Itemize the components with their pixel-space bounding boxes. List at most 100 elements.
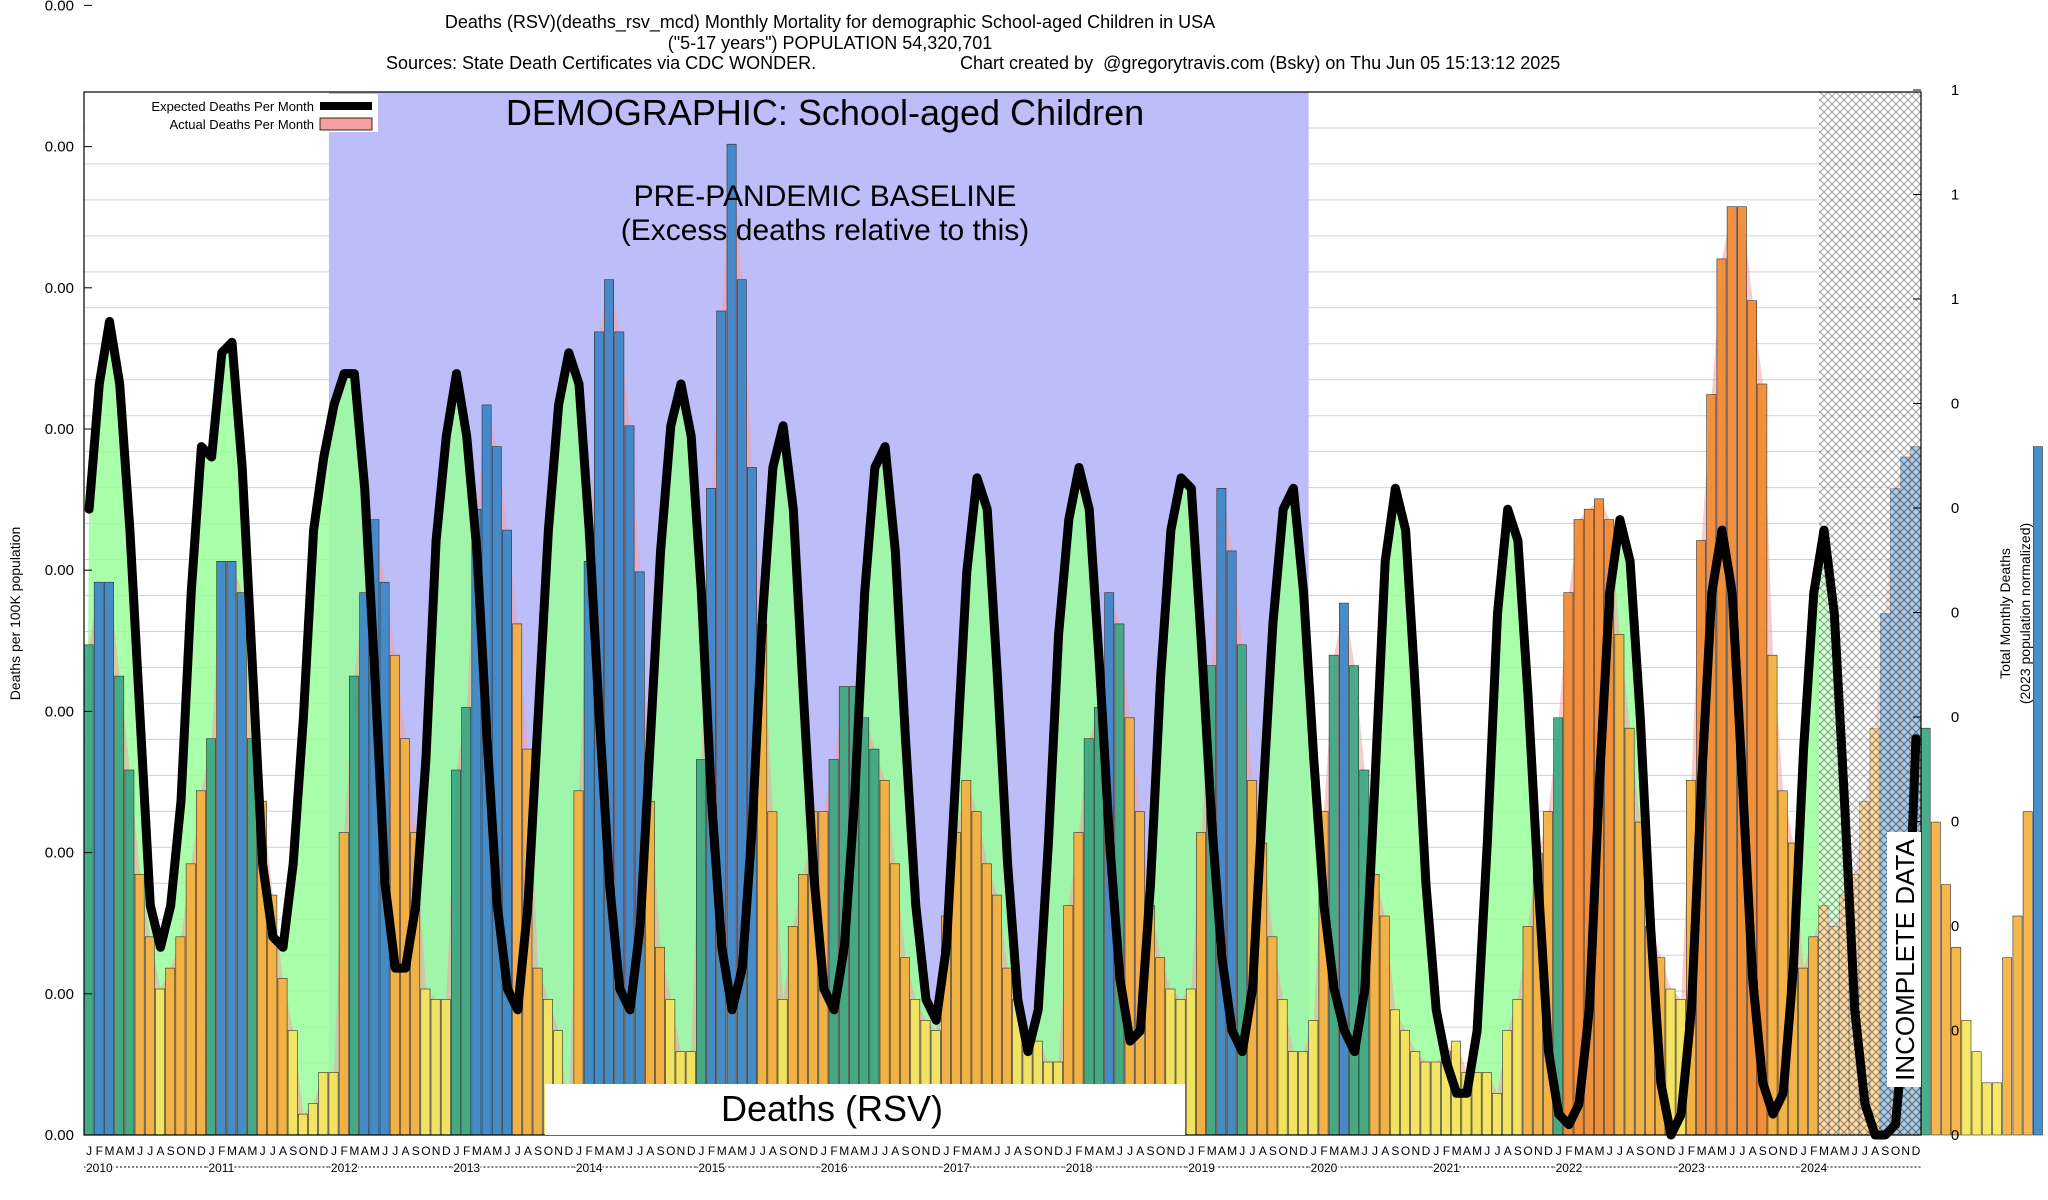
month-tick-label: M [717, 1144, 727, 1158]
month-tick-label: M [982, 1144, 992, 1158]
legend-expected-label: Expected Deaths Per Month [151, 99, 314, 114]
month-tick-label: F [708, 1144, 715, 1158]
month-tick-label: J [137, 1144, 143, 1158]
actual-bar [1308, 1019, 1319, 1136]
month-tick-label: O [1034, 1144, 1043, 1158]
actual-bar [1614, 634, 1625, 1136]
month-tick-label: O [789, 1144, 798, 1158]
month-tick-label: S [534, 1144, 542, 1158]
left-tick-label: 0.00 [45, 280, 74, 297]
y-axis-label-left: Deaths per 100K population [7, 527, 23, 701]
year-tick-label: 2017 [943, 1161, 970, 1175]
right-tick-label: 0 [1951, 500, 1959, 517]
month-tick-label: A [361, 1144, 369, 1158]
year-tick-label: 2024 [1801, 1161, 1828, 1175]
actual-bar [502, 529, 512, 1136]
month-tick-label: O [1156, 1144, 1165, 1158]
year-tick-label: 2016 [821, 1161, 848, 1175]
month-tick-label: M [105, 1144, 115, 1158]
actual-bar [1328, 654, 1339, 1136]
month-tick-label: J [1433, 1144, 1439, 1158]
month-tick-label: A [1218, 1144, 1226, 1158]
month-tick-label: F [1075, 1144, 1082, 1158]
actual-bar [216, 560, 227, 1136]
chart-title-line1: Deaths (RSV)(deaths_rsv_mcd) Monthly Mor… [444, 12, 1216, 32]
month-tick-label: D [442, 1144, 451, 1158]
month-tick-label: S [289, 1144, 297, 1158]
month-tick-label: J [821, 1144, 827, 1158]
month-tick-label: O [544, 1144, 553, 1158]
expected-area [84, 321, 1921, 1135]
year-tick-label: 2014 [576, 1161, 603, 1175]
actual-bar [879, 780, 890, 1136]
month-tick-label: O [1523, 1144, 1532, 1158]
y-axis-label-right-1: Total Monthly Deaths [1997, 548, 2013, 679]
month-tick-label: O [911, 1144, 920, 1158]
month-tick-label: O [1646, 1144, 1655, 1158]
actual-bar [1226, 550, 1237, 1136]
actual-bar [2012, 915, 2023, 1136]
legend-actual-label: Actual Deaths Per Month [169, 117, 314, 132]
month-tick-label: J [147, 1144, 153, 1158]
baseline-label-line1: PRE-PANDEMIC BASELINE [634, 180, 1017, 213]
year-tick-label: 2019 [1188, 1161, 1215, 1175]
legend-actual-swatch [319, 117, 373, 131]
actual-bar [1981, 1082, 1992, 1136]
month-tick-label: M [1697, 1144, 1707, 1158]
month-tick-label: M [1840, 1144, 1850, 1158]
actual-bar [512, 623, 523, 1136]
year-tick-label: 2010 [86, 1161, 113, 1175]
month-tick-label: N [1411, 1144, 1420, 1158]
actual-bar [1563, 592, 1574, 1136]
actual-bar [1277, 999, 1288, 1136]
chart-title-line2: ("5-17 years") POPULATION 54,320,701 [667, 33, 993, 53]
month-tick-label: M [1472, 1144, 1482, 1158]
month-tick-label: J [1678, 1144, 1684, 1158]
month-tick-label: D [1667, 1144, 1676, 1158]
actual-bar [1420, 1061, 1431, 1136]
expected-line [84, 317, 1921, 1140]
actual-bar [1716, 258, 1727, 1136]
month-tick-label: F [96, 1144, 103, 1158]
year-tick-label: 2013 [453, 1161, 480, 1175]
month-tick-label: J [1127, 1144, 1133, 1158]
left-tick-label: 0.00 [45, 986, 74, 1003]
actual-bar [461, 707, 472, 1136]
month-tick-label: J [872, 1144, 878, 1158]
baseline-label-line2: (Excess deaths relative to this) [621, 214, 1030, 247]
month-tick-label: N [309, 1144, 318, 1158]
month-tick-label: J [760, 1144, 766, 1158]
month-tick-label: J [515, 1144, 521, 1158]
demographic-label: DEMOGRAPHIC: School-aged Children [506, 92, 1144, 133]
left-tick-label: 0.00 [45, 421, 74, 438]
left-tick-label: 0.00 [45, 139, 74, 156]
month-tick-label: D [1299, 1144, 1308, 1158]
month-tick-label: N [677, 1144, 686, 1158]
y-axis-label-right-2: (2023 population normalized) [2017, 523, 2033, 704]
month-tick-label: J [1729, 1144, 1735, 1158]
month-tick-label: M [1452, 1144, 1462, 1158]
month-tick-label: F [218, 1144, 225, 1158]
month-tick-label: A [1585, 1144, 1593, 1158]
month-tick-label: N [1289, 1144, 1298, 1158]
month-tick-label: D [1912, 1144, 1921, 1158]
incomplete-data-label: INCOMPLETE DATA [1890, 838, 1920, 1080]
actual-bar [2033, 446, 2043, 1136]
month-tick-label: O [421, 1144, 430, 1158]
right-tick-label: 0 [1951, 396, 1959, 413]
month-tick-label: M [227, 1144, 237, 1158]
actual-bar [1430, 1061, 1441, 1136]
actual-bar [695, 759, 706, 1136]
month-tick-label: O [666, 1144, 675, 1158]
month-tick-label: J [1239, 1144, 1245, 1158]
month-tick-label: A [1136, 1144, 1144, 1158]
month-tick-label: D [197, 1144, 206, 1158]
actual-bar [1196, 832, 1206, 1136]
month-tick-label: J [1372, 1144, 1378, 1158]
month-tick-label: A [1095, 1144, 1103, 1158]
actual-bar [196, 790, 206, 1136]
axes: 0.00 0.00 0.00 0.00 0.00 0.00 0.00 0.00 0.00 0 0 0 0… [7, 0, 2033, 1177]
month-tick-label: F [1565, 1144, 1572, 1158]
actual-bar [532, 967, 543, 1136]
year-tick-label: 2021 [1433, 1161, 1460, 1175]
